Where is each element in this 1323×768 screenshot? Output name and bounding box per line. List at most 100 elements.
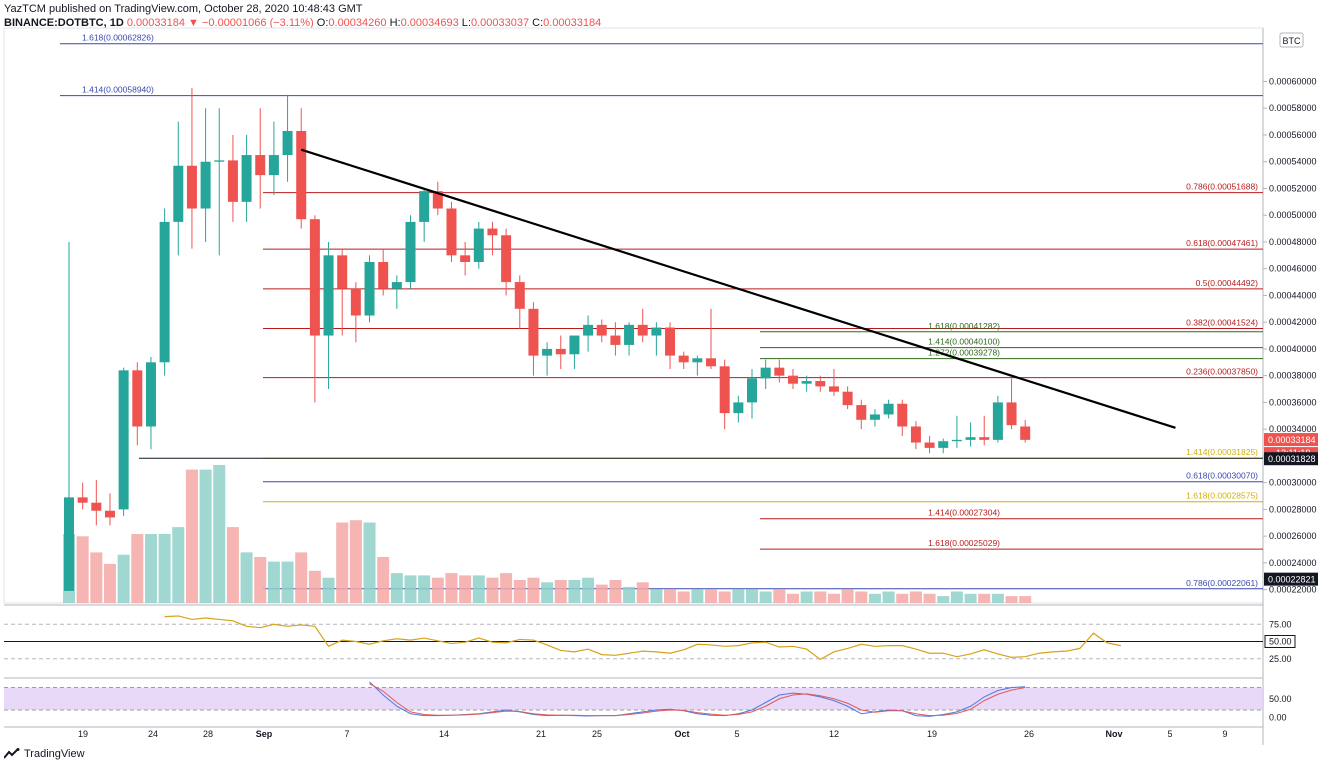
candle-body xyxy=(760,367,771,379)
rsi-midline-tag xyxy=(1264,635,1296,648)
candle-body xyxy=(992,402,1003,440)
volume-bar xyxy=(185,469,198,603)
open-value: 0.00034260 xyxy=(328,17,387,29)
volume-bar xyxy=(718,591,731,603)
candle-body xyxy=(596,324,607,336)
price-tick-label: 0.00056000 xyxy=(1269,130,1317,140)
candle-body xyxy=(282,130,293,156)
low-level-tag xyxy=(1264,572,1318,586)
close-value: 0.00033184 xyxy=(543,17,602,29)
volume-bar xyxy=(322,577,335,603)
volume-bar xyxy=(827,593,840,603)
volume-bar xyxy=(759,591,772,603)
volume-bar xyxy=(76,536,89,603)
candle-body xyxy=(815,381,826,387)
fib-level-label: 1.414(0.00031825) xyxy=(1186,447,1258,457)
candle-body xyxy=(159,221,170,363)
price-tick-label: 0.00048000 xyxy=(1269,237,1317,247)
candle-body xyxy=(173,165,184,222)
candle-body xyxy=(432,191,443,209)
date-tick-label: 19 xyxy=(78,729,88,739)
candle-body xyxy=(965,437,976,440)
date-tick-label: 9 xyxy=(1222,729,1227,739)
price-tick-label: 0.00050000 xyxy=(1269,210,1317,220)
volume-bar xyxy=(582,577,595,603)
candle-body xyxy=(77,497,88,503)
date-tick-label: 24 xyxy=(148,729,158,739)
candle-body xyxy=(883,403,894,415)
symbol-label[interactable]: BINANCE:DOTBTC, 1D xyxy=(4,17,124,29)
ohlc-line: BINANCE:DOTBTC, 1D 0.00033184 ▼ −0.00001… xyxy=(4,16,1004,30)
volume-bar xyxy=(213,465,226,603)
price-tick-label: 0.00044000 xyxy=(1269,290,1317,300)
candle-body xyxy=(337,255,348,289)
volume-bar xyxy=(923,593,936,603)
price-tick-label: 0.00036000 xyxy=(1269,397,1317,407)
candle-body xyxy=(569,335,580,355)
volume-bar xyxy=(937,596,950,603)
low-value: 0.00033037 xyxy=(470,17,530,29)
candle-body xyxy=(446,208,457,256)
candle-body xyxy=(528,308,539,356)
candle-body xyxy=(828,386,839,392)
candle-body xyxy=(747,378,757,403)
candle-body xyxy=(473,228,484,263)
fib-level-label: 0.786(0.00051688) xyxy=(1186,182,1258,192)
fib-level-label: 0.382(0.00041524) xyxy=(1186,318,1258,328)
rsi-tick-label: 75.00 xyxy=(1269,619,1292,629)
candle-body xyxy=(624,324,635,345)
date-tick-label: 21 xyxy=(536,729,546,739)
volume-bar xyxy=(240,552,253,603)
volume-bar xyxy=(991,593,1004,603)
currency-badge[interactable] xyxy=(1279,32,1304,48)
candle-body xyxy=(801,381,812,384)
fib-level-label: 0.618(0.00030070) xyxy=(1186,471,1258,481)
price-change: ▼ −0.00001066 (−3.11%) xyxy=(188,17,314,29)
stoch-tick-label: 50.00 xyxy=(1269,694,1292,704)
date-tick-label: 7 xyxy=(344,729,349,739)
volume-bar xyxy=(636,582,649,603)
high-value: 0.00034693 xyxy=(400,17,459,29)
published-line: YazTCM published on TradingView.com, Oct… xyxy=(4,3,363,15)
candle-body xyxy=(118,370,129,510)
volume-bar xyxy=(609,580,622,603)
tradingview-brand: TradingView xyxy=(24,748,85,760)
currency-badge-label: BTC xyxy=(1283,36,1302,46)
price-tick-label: 0.00024000 xyxy=(1269,558,1317,568)
volume-bar xyxy=(705,589,718,603)
price-axis[interactable]: 0.00060000 0.00058000 0.00056000 0.00054000… xyxy=(1263,76,1318,595)
volume-bar xyxy=(486,577,499,603)
volume-bar xyxy=(978,593,991,603)
candle-body xyxy=(610,335,621,345)
date-tick-label: 25 xyxy=(592,729,602,739)
candle-body xyxy=(706,358,717,367)
tradingview-logo[interactable]: TradingView xyxy=(3,748,85,760)
volume-bar xyxy=(472,575,485,603)
volume-bar xyxy=(390,573,403,603)
fib-level-label: 0.236(0.00037850) xyxy=(1186,367,1258,377)
price-tick-label: 0.00040000 xyxy=(1269,344,1317,354)
candle-body xyxy=(951,439,962,442)
stoch-band xyxy=(4,687,1263,710)
volume-bar xyxy=(404,575,417,603)
rsi-line xyxy=(164,615,1121,661)
candle-body xyxy=(897,403,908,427)
volume-bar xyxy=(144,534,157,603)
candle-body xyxy=(979,437,990,440)
volume-bar xyxy=(868,593,881,603)
time-axis[interactable]: 19 24 28 Sep 7 14 21 25 Oct 5 12 19 26 Nov 5 9 xyxy=(78,729,1228,739)
price-tick-label: 0.00028000 xyxy=(1269,504,1317,514)
last-price: 0.00033184 xyxy=(126,17,185,29)
volume-bar xyxy=(90,552,103,603)
fib-level-label: 1.618(0.00041282) xyxy=(928,321,1000,331)
volume-bar xyxy=(336,522,349,603)
volume-bar xyxy=(103,563,116,603)
candle-body xyxy=(787,375,798,384)
date-tick-label: Nov xyxy=(1105,729,1122,739)
price-tick-label: 0.00060000 xyxy=(1269,76,1317,86)
volume-bar xyxy=(554,580,567,603)
candle-body xyxy=(487,228,498,236)
volume-bar xyxy=(746,589,758,603)
date-tick-label: 14 xyxy=(439,729,449,739)
